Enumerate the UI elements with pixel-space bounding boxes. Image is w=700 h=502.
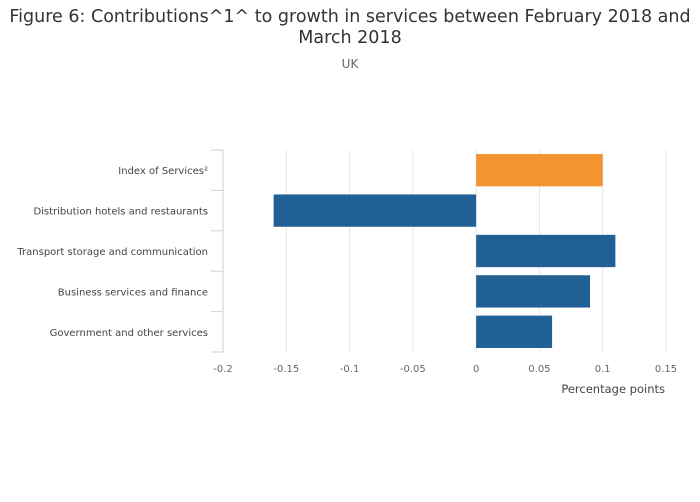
y-category-label: Index of Services² bbox=[118, 166, 208, 177]
x-tick-label: -0.05 bbox=[400, 364, 426, 375]
y-category-label: Business services and finance bbox=[58, 287, 208, 298]
x-axis-title: Percentage points bbox=[561, 382, 665, 396]
x-tick-label: 0.1 bbox=[595, 364, 611, 375]
bar bbox=[476, 234, 616, 268]
y-category-label: Government and other services bbox=[50, 328, 208, 339]
x-tick-label: -0.2 bbox=[213, 364, 233, 375]
bar bbox=[273, 194, 477, 227]
bar bbox=[476, 154, 603, 187]
bar bbox=[476, 315, 553, 348]
chart-title: Figure 6: Contributions^1^ to growth in … bbox=[9, 7, 691, 48]
x-tick-label: -0.1 bbox=[340, 364, 360, 375]
x-tick-label: -0.15 bbox=[273, 364, 299, 375]
x-tick-label: 0.15 bbox=[655, 364, 677, 375]
x-tick-label: 0 bbox=[473, 364, 479, 375]
y-category-label: Distribution hotels and restaurants bbox=[33, 207, 208, 218]
bar bbox=[476, 275, 591, 308]
y-category-label: Transport storage and communication bbox=[16, 247, 208, 258]
chart-subtitle: UK bbox=[341, 57, 359, 71]
x-tick-label: 0.05 bbox=[528, 364, 550, 375]
